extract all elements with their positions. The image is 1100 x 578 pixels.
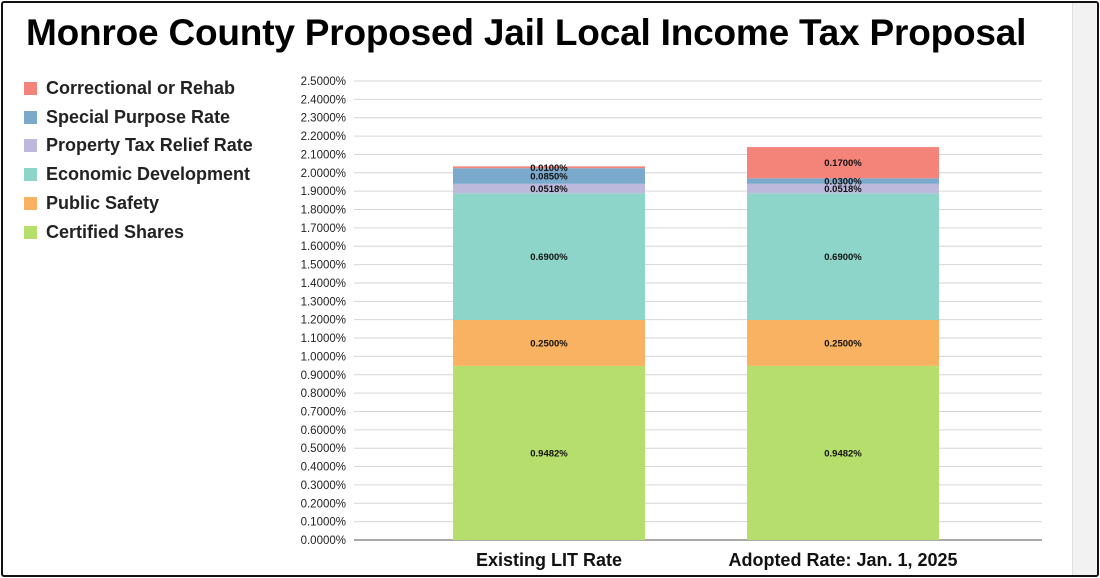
legend-item-correctional: Correctional or Rehab — [24, 74, 253, 103]
legend-swatch — [24, 139, 37, 153]
data-label: 0.2500% — [530, 338, 568, 349]
legend-label: Public Safety — [46, 193, 160, 214]
legend-swatch — [24, 168, 37, 182]
data-label: 0.6900% — [824, 252, 862, 263]
y-tick-label: 0.6000% — [301, 425, 346, 437]
x-category-label: Existing LIT Rate — [476, 550, 622, 570]
legend-label: Property Tax Relief Rate — [46, 135, 253, 156]
data-label: 0.0100% — [530, 163, 568, 174]
legend-label: Special Purpose Rate — [46, 106, 231, 127]
bar-segment — [747, 183, 939, 194]
y-tick-label: 1.8000% — [301, 205, 346, 217]
y-tick-label: 2.1000% — [301, 149, 346, 161]
legend-label: Economic Development — [46, 164, 251, 185]
data-label: 0.6900% — [530, 252, 568, 263]
y-tick-label: 0.0000% — [301, 535, 346, 547]
y-tick-label: 0.2000% — [301, 498, 346, 510]
bar-segment — [747, 147, 939, 179]
data-label: 0.0518% — [824, 184, 862, 195]
legend-item-certified-shares: Certified Shares — [24, 218, 253, 247]
bar-segment — [453, 365, 645, 540]
legend-label: Correctional or Rehab — [46, 77, 236, 98]
bar-segment — [747, 178, 939, 184]
bar-segment — [453, 320, 645, 366]
y-tick-label: 1.2000% — [301, 315, 346, 327]
data-label: 0.9482% — [530, 448, 568, 459]
bar-segment — [453, 183, 645, 194]
y-tick-label: 1.7000% — [301, 223, 346, 235]
y-tick-label: 2.5000% — [301, 76, 346, 88]
y-tick-label: 1.3000% — [301, 296, 346, 308]
legend: Correctional or Rehab Special Purpose Ra… — [24, 74, 253, 247]
legend-item-property-tax-relief: Property Tax Relief Rate — [24, 132, 253, 161]
x-category-label: Adopted Rate: Jan. 1, 2025 — [728, 550, 957, 570]
bar-segment — [453, 166, 645, 169]
y-tick-label: 0.4000% — [301, 462, 346, 474]
data-label: 0.0850% — [530, 172, 568, 183]
legend-item-public-safety: Public Safety — [24, 189, 253, 218]
y-tick-label: 0.8000% — [301, 388, 346, 400]
bar-segment — [453, 193, 645, 321]
legend-swatch — [24, 197, 37, 211]
chart-title: Monroe County Proposed Jail Local Income… — [26, 12, 1027, 53]
y-tick-label: 1.4000% — [301, 278, 346, 290]
right-edge-strip — [1072, 3, 1097, 575]
y-tick-label: 2.2000% — [301, 131, 346, 143]
legend-swatch — [24, 110, 37, 124]
data-label: 0.2500% — [824, 338, 862, 349]
y-tick-label: 1.9000% — [301, 186, 346, 198]
y-tick-label: 0.9000% — [301, 370, 346, 382]
bar-segment — [453, 168, 645, 184]
legend-swatch — [24, 81, 37, 95]
y-tick-label: 2.4000% — [301, 94, 346, 106]
legend-item-economic-development: Economic Development — [24, 160, 253, 189]
bar-segment — [747, 320, 939, 366]
bar-segment — [747, 193, 939, 321]
y-tick-label: 1.5000% — [301, 260, 346, 272]
legend-item-special-purpose: Special Purpose Rate — [24, 103, 253, 132]
y-tick-label: 0.1000% — [301, 517, 346, 529]
y-tick-label: 0.5000% — [301, 443, 346, 455]
y-tick-label: 1.1000% — [301, 333, 346, 345]
legend-label: Certified Shares — [46, 221, 185, 242]
y-tick-label: 1.6000% — [301, 241, 346, 253]
y-tick-label: 2.3000% — [301, 113, 346, 125]
data-label: 0.9482% — [824, 448, 862, 459]
y-tick-label: 1.0000% — [301, 351, 346, 363]
y-tick-label: 2.0000% — [301, 168, 346, 180]
legend-swatch — [24, 225, 37, 239]
data-label: 0.0300% — [824, 177, 862, 188]
y-tick-label: 0.7000% — [301, 406, 346, 418]
y-tick-label: 0.3000% — [301, 480, 346, 492]
data-label: 0.1700% — [824, 158, 862, 169]
data-label: 0.0518% — [530, 184, 568, 195]
bar-segment — [747, 365, 939, 540]
